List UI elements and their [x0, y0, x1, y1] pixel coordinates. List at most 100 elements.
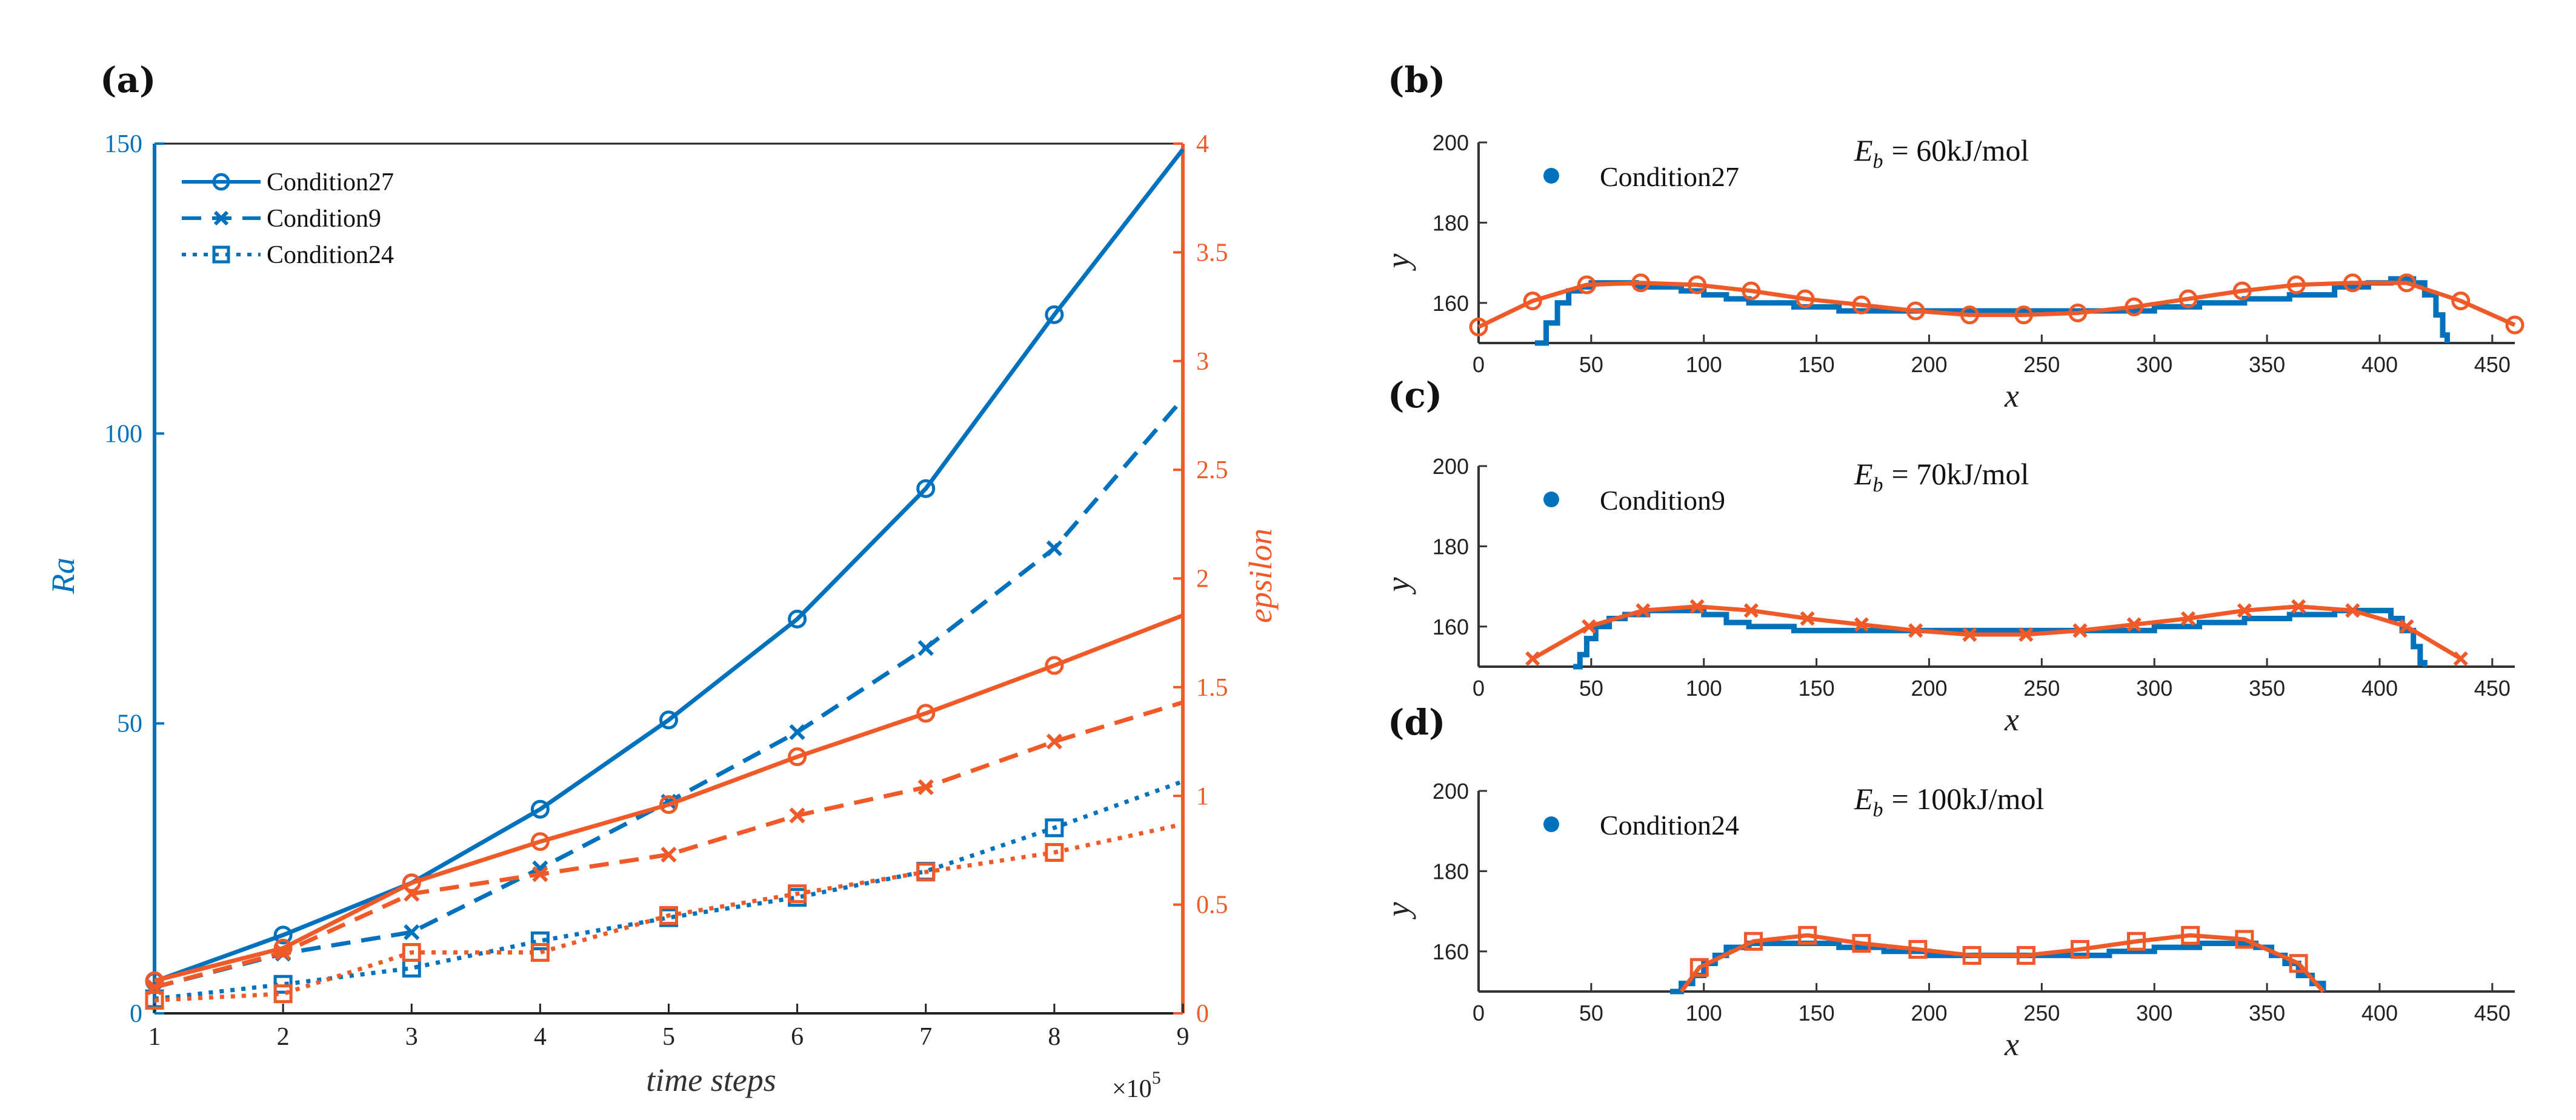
orange-data-point: [2343, 273, 2362, 293]
orange-data-point: [1908, 939, 1928, 959]
right-y-tick-label: 0.5: [1196, 892, 1228, 919]
energy-annotation: Eb = 70kJ/mol: [1854, 457, 2029, 496]
orange-data-point: [2286, 275, 2306, 295]
orange-data-point: [1796, 289, 1815, 308]
data-point-condition24-left: [1045, 818, 1064, 838]
data-point-condition9-left: [1046, 540, 1062, 556]
orange-data-point: [1852, 295, 1871, 315]
orange-data-point: [2181, 925, 2200, 945]
orange-data-point: [2232, 281, 2252, 301]
panel-label-a: (a): [100, 59, 156, 101]
data-point-condition27-right: [273, 938, 293, 958]
orange-data-point: [1636, 603, 1651, 618]
data-point-condition27-right: [788, 747, 807, 767]
orange-data-point: [2178, 289, 2198, 308]
series-line-condition27-left: [153, 148, 1185, 984]
x-tick-label: 7: [919, 1023, 932, 1051]
orange-data-point-stroke-2: [2453, 651, 2468, 666]
energy-value: = 100kJ/mol: [1892, 782, 2045, 816]
orange-data-point: [1582, 619, 1597, 634]
data-point-condition9-left-stroke-2: [404, 924, 420, 941]
energy-subscript: b: [1873, 150, 1883, 173]
chart-a-x-multiplier: ×105: [1112, 1068, 1161, 1103]
x-tick-label: 350: [2249, 1001, 2285, 1025]
x-tick-label: 300: [2136, 352, 2172, 377]
x-tick-label: 6: [791, 1023, 804, 1051]
y-tick-label: 180: [1433, 210, 1469, 235]
x-tick-label: 150: [1799, 1001, 1835, 1025]
data-point-condition9-left: [917, 640, 934, 656]
orange-data-point: [1908, 623, 1923, 638]
data-point-condition9-left-stroke-2: [1046, 540, 1062, 556]
x-tick-label: 0: [1473, 1001, 1485, 1025]
right-y-tick-label: 2: [1196, 565, 1209, 593]
data-point-condition27-right: [659, 795, 678, 815]
x-tick-label: 100: [1686, 676, 1722, 701]
legend-label-condition27: Condition27: [267, 168, 394, 196]
legend-dot: [1543, 816, 1559, 832]
data-point-condition9-right: [1046, 733, 1062, 750]
right-y-tick-label: 3.5: [1196, 239, 1228, 267]
orange-data-point-stroke-2: [1908, 623, 1923, 638]
blue-step-profile: [1573, 607, 2428, 670]
orange-data-point: [2505, 315, 2524, 335]
left-y-tick-label: 50: [117, 710, 142, 738]
data-point-condition27-right: [916, 704, 936, 723]
right-y-tick-label: 3: [1196, 348, 1209, 376]
orange-data-point: [2072, 623, 2088, 638]
data-point-condition24-right: [530, 943, 550, 962]
x-axis-label: x: [2004, 701, 2019, 738]
chart-a-xlabel: time steps: [646, 1062, 776, 1098]
legend-label-condition9: Condition9: [267, 205, 381, 233]
blue-step-profile: [1669, 941, 2326, 995]
orange-data-point-stroke-2: [2072, 623, 2088, 638]
orange-data-point-stroke-2: [2237, 603, 2252, 618]
orange-data-point: [2068, 303, 2088, 322]
data-point-condition9-right-stroke-2: [532, 866, 548, 882]
legend-marker-condition9: [213, 210, 229, 226]
orange-data-point: [1688, 275, 1707, 295]
orange-data-point: [1960, 305, 1979, 325]
orange-data-point: [2237, 603, 2252, 618]
x-tick-label: 50: [1579, 1001, 1603, 1025]
chart-a-ylabel-right: epsilon: [1242, 528, 1279, 623]
energy-symbol: E: [1854, 133, 1873, 167]
data-point-condition9-right-stroke-2: [917, 779, 934, 796]
x-tick-label: 0: [1473, 352, 1485, 377]
orange-data-point-stroke-2: [2345, 603, 2360, 618]
orange-data-point-stroke-2: [2291, 599, 2306, 614]
orange-data-point: [1744, 932, 1763, 951]
right-y-tick-label: 2.5: [1196, 456, 1228, 484]
chart-d: 0 50 100 150 200 250 300 350 400 450 160 180 200 x y Co…: [1380, 779, 2515, 1062]
orange-data-point: [2451, 291, 2471, 310]
legend-label: Condition9: [1600, 485, 1725, 516]
orange-data-point: [2014, 305, 2034, 325]
x-tick-label: 8: [1048, 1023, 1060, 1051]
x-tick-label: 50: [1579, 352, 1603, 377]
orange-data-point: [2345, 603, 2360, 618]
chart-b: 0 50 100 150 200 250 300 350 400 450 160 180 200 x y Co…: [1380, 130, 2524, 414]
data-point-condition24-right: [659, 906, 678, 925]
y-axis-label: y: [1380, 253, 1416, 271]
x-tick-label: 5: [662, 1023, 675, 1051]
data-point-condition24-right: [1045, 843, 1064, 862]
orange-data-point: [1854, 617, 1869, 632]
energy-subscript: b: [1873, 799, 1883, 821]
orange-data-point-stroke-2: [1800, 611, 1815, 626]
legend-label: Condition27: [1600, 161, 1739, 192]
orange-data-point: [1577, 275, 1596, 295]
orange-data-point: [2235, 930, 2254, 949]
x-tick-label: 200: [1911, 1001, 1947, 1025]
data-point-condition27-left: [1045, 305, 1064, 324]
series-line-condition9-right: [154, 700, 1184, 990]
legend-label-condition24: Condition24: [267, 241, 394, 269]
data-point-condition27-left: [916, 479, 936, 498]
data-point-condition9-right-stroke-2: [1046, 733, 1062, 750]
x-tick-label: 450: [2474, 352, 2511, 377]
x-tick-label: 150: [1799, 352, 1835, 377]
orange-data-point: [2071, 939, 2090, 959]
left-y-tick-label: 100: [104, 420, 142, 448]
